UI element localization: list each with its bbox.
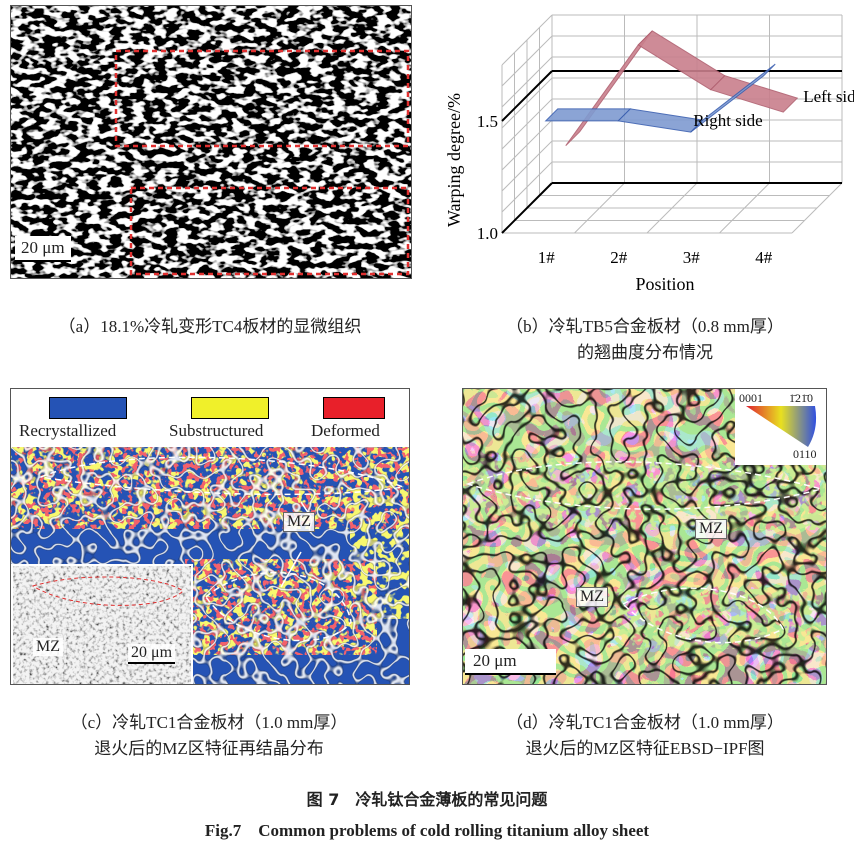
y-tick-label: 1.5 (477, 112, 498, 131)
ipf-key-0001: 0001 (739, 391, 763, 405)
legend-label: Recrystallized (19, 421, 117, 440)
legend-label: Deformed (311, 421, 380, 440)
caption-b-line1: （b）冷轧TB5合金板材（0.8 mm厚） (506, 317, 784, 336)
scale-bar: 20 μm (465, 649, 556, 675)
ipf-key-0110: 0110 (793, 447, 817, 461)
figure-title-en: Fig.7 Common problems of cold rolling ti… (204, 821, 650, 840)
highlight-region-1 (114, 49, 410, 148)
warping-chart: 1.0 1.5 1# 2# 3# 4# Position Warping degree/% Le… (444, 14, 854, 294)
caption-b-line2: 的翘曲度分布情况 (577, 343, 713, 362)
legend-swatch-recrystallized (49, 397, 127, 419)
series-ribbon-segment (690, 63, 776, 133)
ebsd-ipf-map: 0001 1̄21̄0 0110 MZ MZ 20 μm (462, 388, 827, 685)
y-axis-label: Warping degree/% (444, 93, 464, 227)
caption-d-line2: 退火后的MZ区特征EBSD−IPF图 (525, 739, 765, 758)
mz-label-2: MZ (576, 587, 608, 607)
major-gridline (501, 182, 553, 234)
caption-a: （a）18.1%冷轧变形TC4板材的显微组织 (58, 317, 362, 336)
series-ribbon-segment (565, 30, 653, 147)
x-tick-label: 2# (610, 248, 628, 267)
scale-bar: 20 μm (15, 236, 71, 262)
series-label: Right side (693, 111, 762, 130)
legend: Recrystallized Substructured Deformed (11, 389, 409, 447)
figure-title-cn: 图 7 冷轧钛合金薄板的常见问题 (306, 790, 548, 809)
caption-c-line1: （c）冷轧TC1合金板材（1.0 mm厚） (70, 713, 348, 732)
mz-label: MZ (283, 512, 315, 532)
series-ribbon-segment (637, 30, 726, 91)
series-ribbon-segment (617, 108, 704, 133)
series-label: Left side (803, 87, 854, 106)
x-tick-label: 1# (538, 248, 556, 267)
x-tick-label: 4# (755, 248, 773, 267)
caption-c-line2: 退火后的MZ区特征再结晶分布 (94, 739, 324, 758)
ipf-color-key (735, 389, 826, 465)
x-tick-label: 3# (683, 248, 701, 267)
inset-micrograph: MZ 20 μm (11, 564, 193, 684)
inset-mz-label: MZ (33, 638, 63, 656)
highlight-region-2 (129, 186, 410, 276)
major-gridline (501, 70, 553, 122)
recrystallization-map: Recrystallized Substructured Deformed MZ… (10, 388, 410, 685)
ipf-key-1210: 1̄21̄0 (789, 391, 813, 405)
micrograph-a: 20 μm (10, 5, 412, 279)
series-ribbon-segment (544, 108, 632, 122)
legend-swatch-substructured (191, 397, 269, 419)
series-ribbon-segment (709, 75, 799, 113)
inset-scale-bar: 20 μm (128, 644, 176, 664)
x-axis-label: Position (635, 274, 694, 294)
legend-swatch-deformed (323, 397, 385, 419)
y-tick-label: 1.0 (477, 224, 498, 243)
caption-d-line1: （d）冷轧TC1合金板材（1.0 mm厚） (506, 713, 784, 732)
legend-label: Substructured (169, 421, 264, 440)
mz-label-1: MZ (695, 519, 727, 539)
